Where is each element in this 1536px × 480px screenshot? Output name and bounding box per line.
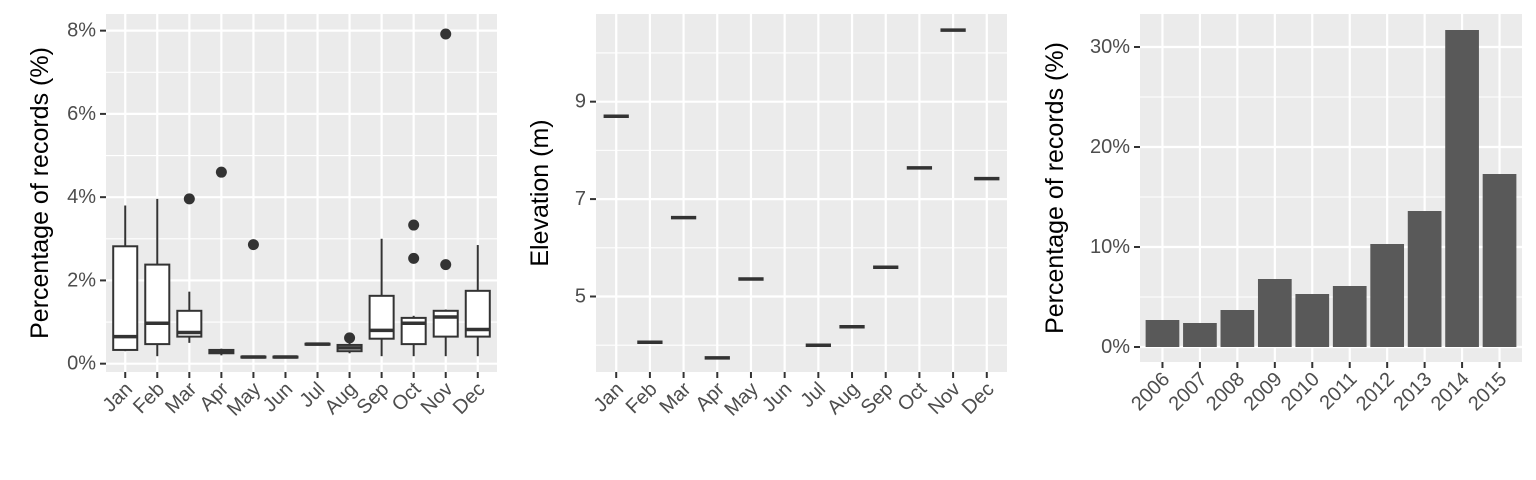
x-tick-label: Jul [796, 378, 830, 412]
y-tick-label: 7 [575, 188, 586, 210]
x-tick-label: Jan [99, 378, 137, 416]
x-tick-label: Jun [259, 378, 297, 416]
x-tick-label: 2013 [1389, 368, 1436, 415]
bar-2013 [1407, 211, 1442, 347]
y-tick-label: 0% [1101, 336, 1130, 358]
x-tick-label: 2007 [1165, 368, 1212, 415]
x-tick-label: Sep [857, 378, 898, 419]
x-tick-label: Apr [691, 378, 729, 416]
x-tick-label: 2010 [1277, 368, 1324, 415]
x-tick-label: Aug [823, 378, 864, 419]
y-tick-label: 6% [67, 103, 96, 125]
y-tick-label: 4% [67, 186, 96, 208]
bar-2007 [1183, 323, 1217, 347]
y-axis-title: Percentage of records (%) [26, 47, 54, 339]
x-tick-label: Dec [449, 378, 490, 419]
x-tick-label: Jun [758, 378, 796, 416]
y-tick-label: 5 [575, 286, 586, 308]
y-tick-label: 8% [67, 20, 96, 42]
bar-2006 [1145, 320, 1180, 347]
x-tick-label: 2014 [1427, 368, 1474, 415]
x-tick-label: Feb [129, 378, 169, 418]
panel-background-1 [106, 14, 497, 372]
x-tick-label: 2015 [1464, 368, 1511, 415]
outlier-point [440, 28, 452, 40]
x-tick-label: Oct [894, 378, 932, 416]
x-tick-label: Aug [321, 378, 362, 419]
bar-2008 [1220, 310, 1255, 347]
x-tick-label: Mar [161, 378, 201, 418]
box-nov [432, 309, 459, 338]
outlier-point [215, 166, 227, 178]
box-sep [368, 294, 395, 340]
outlier-point [440, 259, 452, 271]
bar-2012 [1370, 244, 1405, 347]
x-tick-label: Jan [590, 378, 628, 416]
bar-2010 [1295, 294, 1330, 347]
x-tick-label: 2009 [1240, 368, 1287, 415]
y-tick-label: 0% [67, 353, 96, 375]
x-tick-label: 2008 [1202, 368, 1249, 415]
outlier-point [408, 219, 420, 231]
y-tick-label: 2% [67, 269, 96, 291]
box-feb [144, 263, 171, 346]
bar-2014 [1445, 30, 1479, 347]
box-jan [112, 245, 139, 351]
outlier-point [408, 252, 420, 264]
y-tick-label: 9 [575, 91, 586, 113]
y-axis-title: Elevation (m) [526, 119, 554, 266]
x-tick-label: 2006 [1127, 368, 1174, 415]
outlier-point [247, 239, 259, 251]
panel-background-2 [596, 14, 1007, 372]
x-tick-label: Nov [924, 378, 965, 419]
x-tick-label: Oct [388, 378, 426, 416]
x-tick-label: May [720, 378, 762, 420]
outlier-point [344, 332, 356, 344]
outlier-point [183, 193, 195, 205]
x-tick-label: Feb [622, 378, 662, 418]
bar-2009 [1257, 279, 1292, 347]
y-tick-label: 20% [1090, 136, 1130, 158]
x-tick-label: 2012 [1352, 368, 1399, 415]
y-axis-title: Percentage of records (%) [1041, 42, 1069, 334]
x-tick-label: Mar [655, 378, 695, 418]
x-tick-label: Sep [353, 378, 394, 419]
y-tick-label: 10% [1090, 236, 1130, 258]
bar-2015 [1482, 174, 1517, 347]
x-tick-label: Dec [958, 378, 999, 419]
bar-2011 [1332, 286, 1367, 347]
x-tick-label: Nov [417, 378, 458, 419]
y-tick-label: 30% [1090, 36, 1130, 58]
x-tick-label: May [223, 378, 265, 420]
x-tick-label: 2011 [1316, 368, 1362, 414]
